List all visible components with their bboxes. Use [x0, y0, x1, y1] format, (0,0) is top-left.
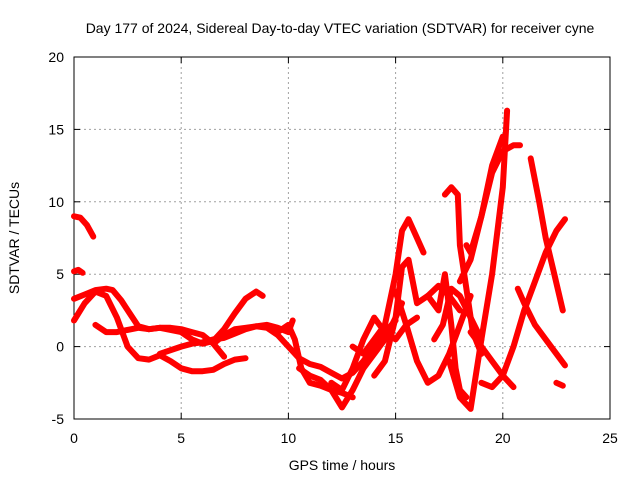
y-tick-label: 0 — [56, 339, 64, 355]
series-sat-e — [92, 288, 266, 347]
series-sat-h — [274, 321, 356, 401]
y-tick-label: 5 — [56, 266, 64, 282]
chart-title: Day 177 of 2024, Sidereal Day-to-day VTE… — [86, 20, 595, 36]
series-sat-t — [467, 329, 517, 391]
series-sat-f — [156, 317, 399, 382]
x-tick-label: 20 — [495, 430, 511, 446]
series-sat-w — [527, 155, 566, 314]
series-sat-k — [349, 216, 427, 357]
y-tick-label: 10 — [48, 194, 64, 210]
axis-ticks: 0 5 10 15 20 25 -5 0 5 10 15 20 — [48, 49, 618, 446]
series-sat-b — [71, 266, 86, 276]
grid — [74, 57, 610, 419]
y-axis-label: SDTVAR / TECUs — [6, 182, 22, 294]
x-tick-label: 5 — [177, 430, 185, 446]
x-tick-label: 25 — [602, 430, 618, 446]
series-group — [71, 107, 568, 412]
y-tick-label: 15 — [48, 121, 64, 137]
series-sat-j — [328, 314, 420, 393]
plot-frame — [73, 56, 611, 420]
series-sat-s — [463, 133, 506, 256]
x-tick-label: 15 — [388, 430, 404, 446]
y-tick-label: 20 — [48, 49, 64, 65]
x-tick-label: 10 — [281, 430, 297, 446]
series-sat-x — [553, 379, 566, 389]
series-sat-a — [71, 213, 97, 240]
series-sat-v — [514, 285, 568, 369]
x-tick-label: 0 — [70, 430, 78, 446]
series-sat-m — [392, 288, 474, 386]
series-sat-u — [478, 216, 568, 391]
y-tick-label: -5 — [52, 411, 65, 427]
series-sat-q — [446, 107, 511, 412]
x-axis-label: GPS time / hours — [289, 457, 396, 473]
